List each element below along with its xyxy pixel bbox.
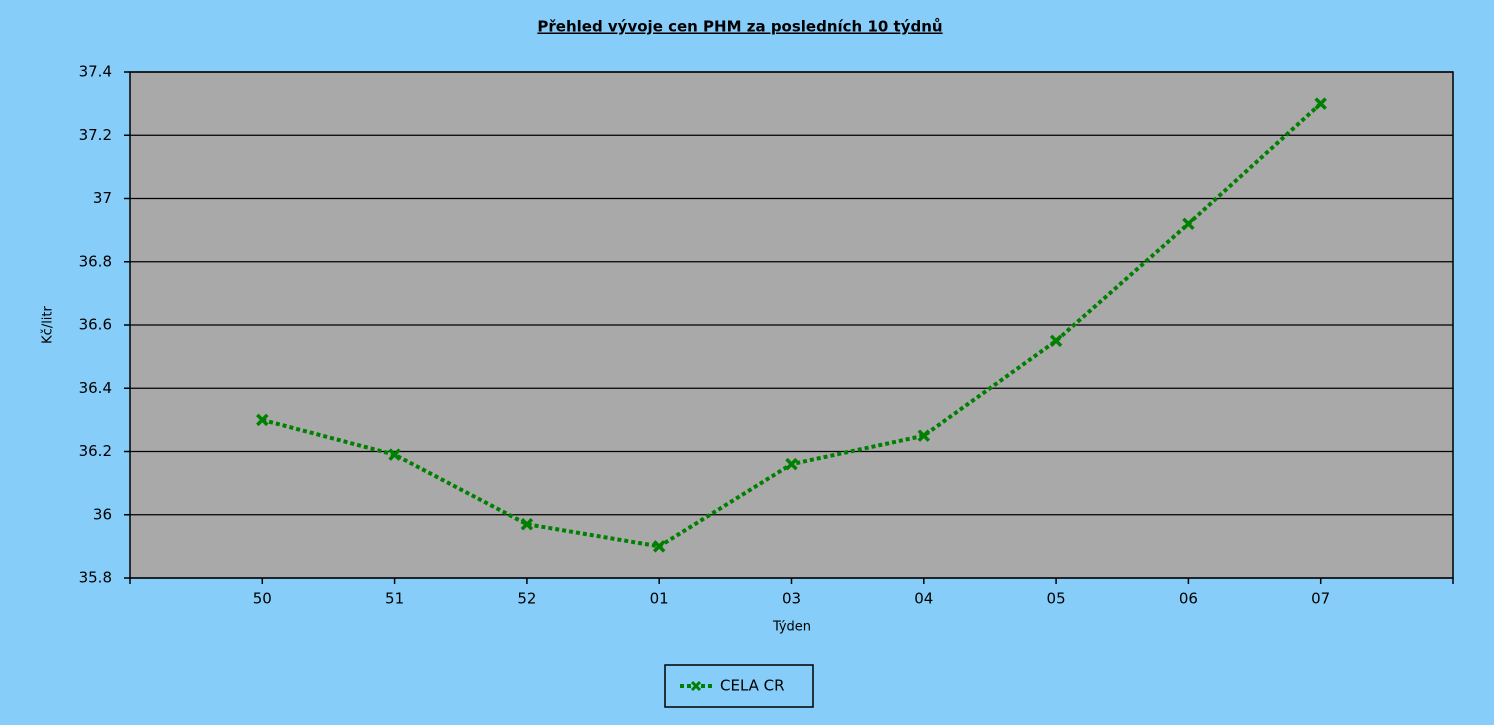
y-tick-label: 36.6 [79, 316, 112, 334]
y-tick-label: 37 [93, 189, 112, 207]
x-tick-label: 01 [650, 590, 669, 608]
legend: CELA CR [664, 664, 814, 708]
chart-title: Přehled vývoje cen PHM za posledních 10 … [537, 18, 942, 36]
point-marker [1182, 217, 1195, 231]
point-marker [652, 540, 666, 553]
point-marker [785, 457, 798, 471]
y-tick-label: 36 [93, 505, 112, 523]
point-marker [917, 429, 931, 442]
x-tick-label: 06 [1179, 590, 1198, 608]
x-tick-label: 51 [385, 590, 404, 608]
x-tick-label: 07 [1311, 590, 1330, 608]
plot-frame [129, 71, 1454, 579]
y-axis-label: Kč/litr [41, 305, 56, 343]
series [256, 97, 1327, 553]
point-marker [256, 413, 269, 427]
y-tick-label: 35.8 [79, 569, 112, 587]
x-tick-label: 52 [517, 590, 536, 608]
x-tick-label: 04 [914, 590, 933, 608]
y-tick-label: 36.2 [79, 442, 112, 460]
point-marker [520, 517, 534, 531]
x-tick-label: 05 [1047, 590, 1066, 608]
x-tick-label: 03 [782, 590, 801, 608]
legend-marker [690, 680, 702, 692]
y-tick-label: 37.4 [79, 63, 112, 81]
y-tick-label: 36.8 [79, 252, 112, 270]
point-marker [388, 448, 401, 461]
point-marker [1049, 334, 1063, 348]
y-tick-label: 36.4 [79, 379, 112, 397]
legend-box [664, 664, 814, 708]
x-tick-label: 50 [253, 590, 272, 608]
legend-label: CELA CR [720, 677, 785, 695]
point-marker [1314, 97, 1327, 110]
x-axis-label: Týden [772, 620, 811, 635]
y-tick-label: 37.2 [79, 126, 112, 144]
